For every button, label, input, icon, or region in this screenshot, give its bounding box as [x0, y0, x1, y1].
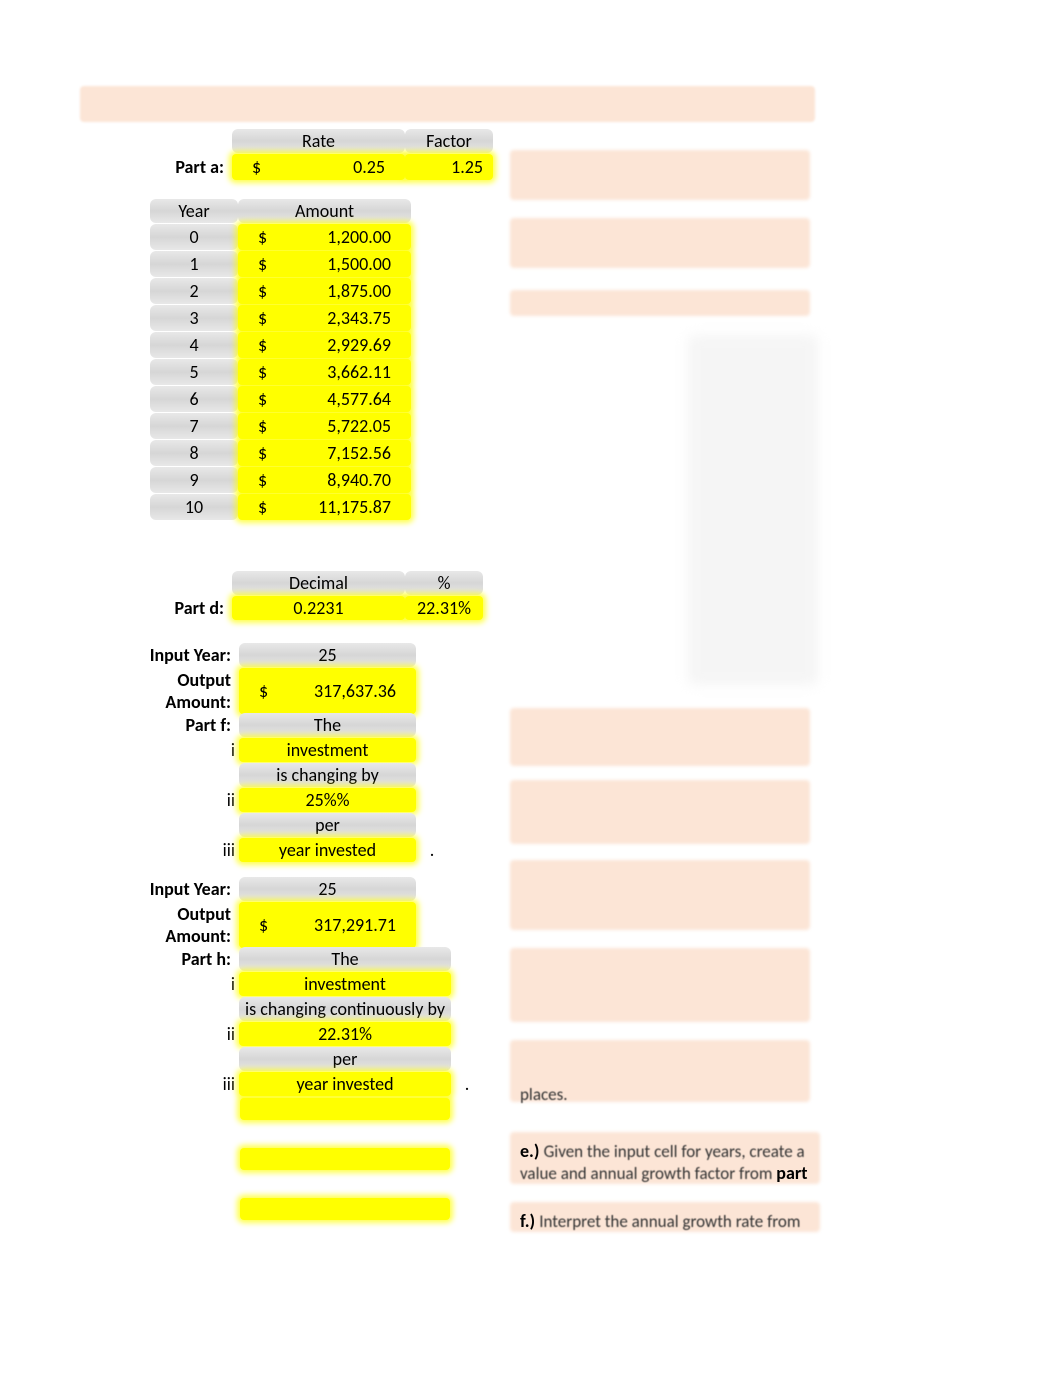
- input-year-value: 25: [239, 643, 416, 667]
- table-row: 8$7,152.56: [150, 440, 411, 466]
- part-h-label: Part h:: [110, 947, 239, 971]
- part-d-percent: 22.31%: [405, 596, 483, 620]
- input-year-label: Input Year:: [110, 643, 239, 667]
- header-decimal: Decimal: [232, 571, 405, 595]
- header-rate: Rate: [232, 129, 405, 153]
- roman-i: i: [110, 738, 239, 762]
- year-amount-table: Year Amount 0$1,200.00 1$1,500.00 2$1,87…: [150, 198, 411, 521]
- output-amount-label-g: Output Amount:: [110, 902, 239, 948]
- table-row: 4$2,929.69: [150, 332, 411, 358]
- table-row: 10$11,175.87: [150, 494, 411, 520]
- part-f-label: Part f:: [110, 713, 239, 737]
- right-e-line: e.) Given the input cell for years, crea…: [520, 1140, 820, 1184]
- part-h-line3: per: [239, 1047, 451, 1071]
- part-f-val-ii: 25%%: [239, 788, 416, 812]
- part-h-table: Part h: The i investment is changing con…: [110, 946, 483, 1222]
- part-d-label: Part d:: [110, 596, 232, 620]
- roman-h-i: i: [110, 972, 239, 996]
- places-text: places.: [520, 1084, 568, 1105]
- period: .: [416, 838, 448, 862]
- table-row: 2$1,875.00: [150, 278, 411, 304]
- roman-iii: iii: [110, 838, 239, 862]
- part-a-label: Part a:: [110, 154, 232, 180]
- header-year: Year: [150, 199, 238, 223]
- part-f-val-i: investment: [239, 738, 416, 762]
- f-text: Interpret the annual growth rate from: [539, 1211, 800, 1232]
- io-block-e: Input Year: 25 Output Amount: $317,637.3…: [110, 642, 416, 715]
- roman-h-iii: iii: [110, 1072, 239, 1096]
- part-f-line2: is changing by: [239, 763, 416, 787]
- table-row: 7$5,722.05: [150, 413, 411, 439]
- part-h-val-iii: year invested: [239, 1072, 451, 1096]
- f-prefix: f.): [520, 1210, 535, 1232]
- input-year-value-g: 25: [239, 877, 416, 901]
- e-text1: Given the input cell for years, create a: [544, 1141, 805, 1162]
- part-d-decimal: 0.2231: [232, 596, 405, 620]
- input-year-label-g: Input Year:: [110, 877, 239, 901]
- table-row: 3$2,343.75: [150, 305, 411, 331]
- header-amount: Amount: [238, 199, 411, 223]
- roman-h-ii: ii: [110, 1022, 239, 1046]
- part-a-factor: 1.25: [405, 154, 493, 180]
- table-row: 0$1,200.00: [150, 224, 411, 250]
- part-f-val-iii: year invested: [239, 838, 416, 862]
- e-text2: value and annual growth factor from: [520, 1163, 776, 1184]
- right-f-line: f.) Interpret the annual growth rate fro…: [520, 1210, 820, 1232]
- e-bold: part: [776, 1162, 807, 1184]
- table-row: 1$1,500.00: [150, 251, 411, 277]
- part-h-val-ii: 22.31%: [239, 1022, 451, 1046]
- part-a-table: Rate Factor Part a: $0.25 1.25: [110, 128, 493, 181]
- header-percent: %: [405, 571, 483, 595]
- part-h-line2: is changing continuously by: [239, 997, 451, 1021]
- part-h-val-i: investment: [239, 972, 451, 996]
- table-row: 6$4,577.64: [150, 386, 411, 412]
- part-a-rate: $0.25: [232, 154, 405, 180]
- io-block-g: Input Year: 25 Output Amount: $317,291.7…: [110, 876, 416, 949]
- period-h: .: [451, 1072, 483, 1096]
- output-amount-label: Output Amount:: [110, 668, 239, 714]
- part-f-line3: per: [239, 813, 416, 837]
- output-amount-value: $317,637.36: [239, 668, 416, 714]
- e-prefix: e.): [520, 1140, 539, 1162]
- output-amount-value-g: $317,291.71: [239, 902, 416, 948]
- part-f-table: Part f: The i investment is changing by …: [110, 712, 448, 863]
- part-h-line1: The: [239, 947, 451, 971]
- part-f-line1: The: [239, 713, 416, 737]
- table-row: 5$3,662.11: [150, 359, 411, 385]
- roman-ii: ii: [110, 788, 239, 812]
- table-row: 9$8,940.70: [150, 467, 411, 493]
- part-d-table: Decimal % Part d: 0.2231 22.31%: [110, 570, 483, 621]
- header-factor: Factor: [405, 129, 493, 153]
